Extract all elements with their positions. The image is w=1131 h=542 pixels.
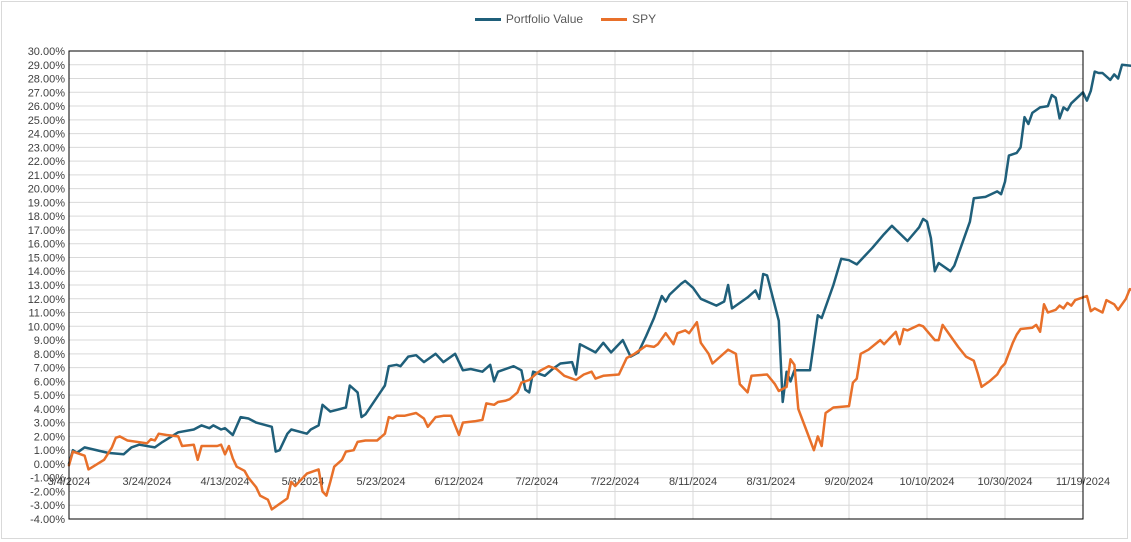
legend-item-spy: SPY	[601, 12, 656, 26]
y-tick-label: 6.00%	[34, 376, 65, 388]
legend-swatch-spy	[601, 17, 628, 21]
y-tick-label: 11.00%	[29, 308, 66, 320]
y-tick-label: 12.00%	[28, 294, 66, 306]
y-tick-label: 18.00%	[28, 211, 66, 223]
legend-label-spy: SPY	[632, 12, 657, 26]
chart-legend: Portfolio Value SPY	[0, 12, 1131, 26]
x-tick-label: 6/12/2024	[435, 476, 484, 488]
y-tick-label: 3.00%	[34, 418, 65, 430]
y-tick-label: 0.00%	[34, 459, 65, 471]
x-tick-label: 5/23/2024	[357, 476, 406, 488]
y-tick-label: -1.00%	[30, 473, 65, 485]
x-tick-label: 7/22/2024	[591, 476, 640, 488]
y-tick-label: 8.00%	[34, 349, 65, 361]
y-tick-label: -3.00%	[30, 500, 65, 512]
y-tick-label: 19.00%	[28, 197, 66, 209]
x-tick-label: 10/30/2024	[977, 476, 1032, 488]
series-line-spy	[67, 287, 1131, 511]
y-tick-label: 13.00%	[28, 280, 66, 292]
y-tick-label: 27.00%	[28, 87, 66, 99]
y-tick-label: 23.00%	[28, 142, 66, 154]
legend-label-portfolio: Portfolio Value	[505, 12, 584, 26]
y-tick-label: 15.00%	[28, 252, 66, 264]
y-tick-label: 17.00%	[28, 225, 66, 237]
x-tick-label: 7/2/2024	[516, 476, 559, 488]
y-tick-label: 29.00%	[28, 60, 66, 72]
y-tick-label: 2.00%	[34, 431, 65, 443]
y-tick-label: 4.00%	[34, 404, 65, 416]
series-line-portfolio-value	[67, 63, 1131, 466]
x-tick-label: 8/11/2024	[669, 476, 717, 488]
legend-item-portfolio: Portfolio Value	[474, 12, 584, 26]
y-tick-label: 22.00%	[28, 156, 66, 168]
series-lines	[67, 63, 1131, 511]
y-tick-label: 16.00%	[28, 239, 66, 251]
y-tick-label: 25.00%	[28, 115, 66, 127]
y-axis-tick-labels: -4.00%-3.00%-2.00%-1.00%0.00%1.00%2.00%3…	[28, 46, 66, 526]
x-axis-tick-labels: 3/4/2024 3/24/2024 4/13/2024 5/3/2024 5/23/2…	[48, 476, 1111, 488]
x-tick-label: 10/10/2024	[899, 476, 954, 488]
gridlines	[68, 50, 1084, 520]
y-tick-label: -2.00%	[30, 486, 65, 498]
y-tick-label: 28.00%	[28, 74, 66, 86]
y-tick-label: 1.00%	[34, 445, 65, 457]
x-tick-label: 5/3/2024	[282, 476, 325, 488]
y-tick-label: 24.00%	[28, 129, 66, 141]
y-tick-label: 21.00%	[28, 170, 66, 182]
y-tick-label: 30.00%	[28, 46, 66, 58]
y-tick-label: 20.00%	[28, 184, 66, 196]
plot-area-border	[68, 50, 1084, 520]
x-tick-label: 3/24/2024	[123, 476, 172, 488]
y-tick-label: 9.00%	[34, 335, 65, 347]
x-tick-label: 8/31/2024	[747, 476, 796, 488]
x-tick-label: 4/13/2024	[201, 476, 250, 488]
y-tick-label: 14.00%	[28, 266, 66, 278]
y-tick-label: 7.00%	[34, 363, 65, 375]
x-tick-label: 9/20/2024	[825, 476, 874, 488]
y-tick-label: 10.00%	[28, 321, 66, 333]
legend-swatch-portfolio	[474, 17, 501, 21]
y-tick-label: -4.00%	[30, 514, 65, 526]
y-tick-label: 5.00%	[34, 390, 65, 402]
y-tick-label: 26.00%	[28, 101, 66, 113]
